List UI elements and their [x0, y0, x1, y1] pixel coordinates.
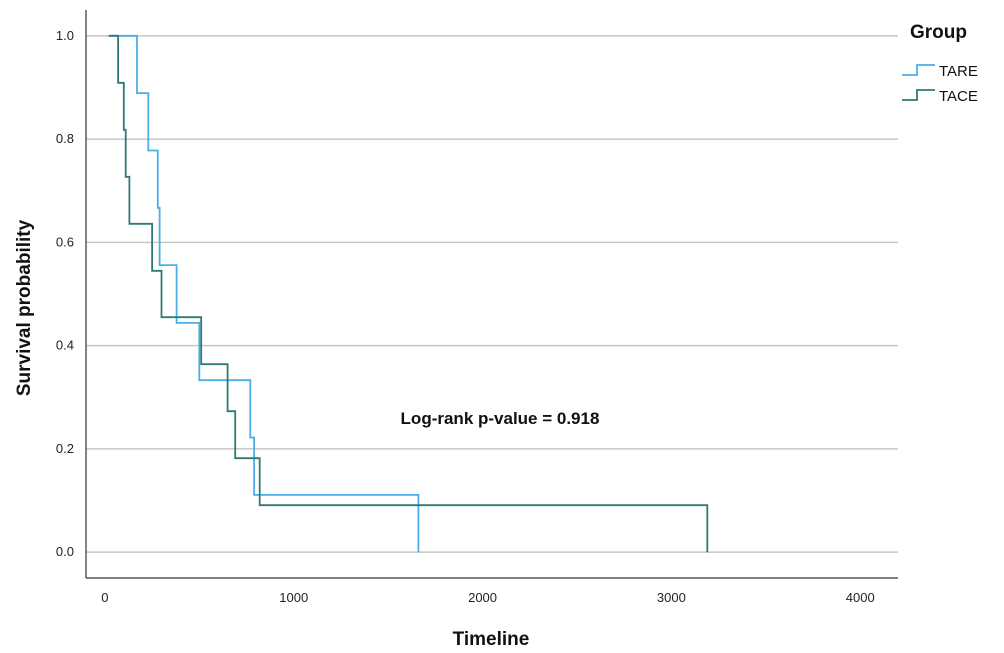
gridlines [86, 35, 898, 553]
y-axis-ticks: 0.0 0.2 0.4 0.6 0.8 1.0 [56, 28, 74, 559]
legend-label: TARE [939, 63, 978, 80]
y-tick-label: 1.0 [56, 28, 74, 43]
x-tick-label: 1000 [279, 590, 308, 605]
legend-item-tare: TARE [902, 63, 978, 80]
x-tick-label: 2000 [468, 590, 497, 605]
y-tick-label: 0.8 [56, 131, 74, 146]
series-lines [108, 34, 709, 553]
series-line-tare [108, 34, 420, 553]
y-tick-label: 0.0 [56, 544, 74, 559]
x-tick-label: 0 [101, 590, 108, 605]
y-tick-label: 0.2 [56, 441, 74, 456]
legend-title: Group [910, 22, 967, 43]
legend-swatch [902, 64, 935, 76]
x-tick-label: 3000 [657, 590, 686, 605]
log-rank-annotation: Log-rank p-value = 0.918 [401, 409, 600, 428]
legend: Group TARE TACE [902, 22, 978, 105]
y-axis-title: Survival probability [14, 219, 35, 396]
series-line-tace [108, 34, 709, 553]
legend-label: TACE [939, 88, 978, 105]
legend-swatch [902, 89, 935, 101]
x-axis-title: Timeline [453, 629, 530, 650]
y-tick-label: 0.6 [56, 234, 74, 249]
x-tick-label: 4000 [846, 590, 875, 605]
x-axis-ticks: 0 1000 2000 3000 4000 [101, 590, 874, 605]
y-tick-label: 0.4 [56, 338, 74, 353]
legend-item-tace: TACE [902, 88, 978, 105]
